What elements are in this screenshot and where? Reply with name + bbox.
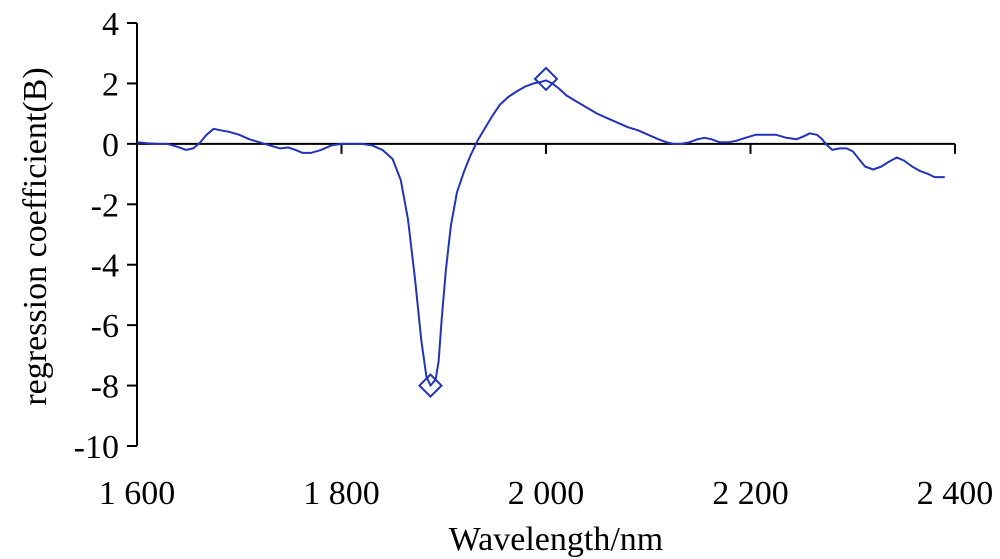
y-tick-label: -4 <box>91 248 119 285</box>
y-tick-label: -10 <box>74 429 119 466</box>
x-tick-label: 2 000 <box>508 475 585 512</box>
series-layer <box>136 79 945 387</box>
series-line <box>136 79 945 387</box>
x-axis-title: Wavelength/nm <box>449 521 663 558</box>
marker-layer <box>418 66 559 398</box>
y-tick-label: 0 <box>102 127 119 164</box>
x-tick-label: 1 800 <box>303 475 380 512</box>
y-tick-label: -8 <box>91 369 119 406</box>
y-tick-label: -6 <box>91 308 119 345</box>
axes: 4 2 0 -2 -4 -6 -8 -10 1 600 1 800 2 000 2 200 2 400 <box>74 6 994 512</box>
y-axis-title: regression coefficient(B) <box>17 67 54 405</box>
diamond-marker <box>533 66 559 92</box>
diamond-marker <box>418 373 443 398</box>
x-tick-label: 2 200 <box>712 475 789 512</box>
y-ticks: 4 2 0 -2 -4 -6 -8 -10 <box>74 6 137 466</box>
y-tick-label: 4 <box>102 6 119 43</box>
x-ticks: 1 600 1 800 2 000 2 200 2 400 <box>99 143 994 512</box>
y-tick-label: -2 <box>91 187 119 224</box>
y-tick-label: 2 <box>102 66 119 103</box>
x-tick-label: 1 600 <box>99 475 176 512</box>
x-tick-label: 2 400 <box>917 475 994 512</box>
